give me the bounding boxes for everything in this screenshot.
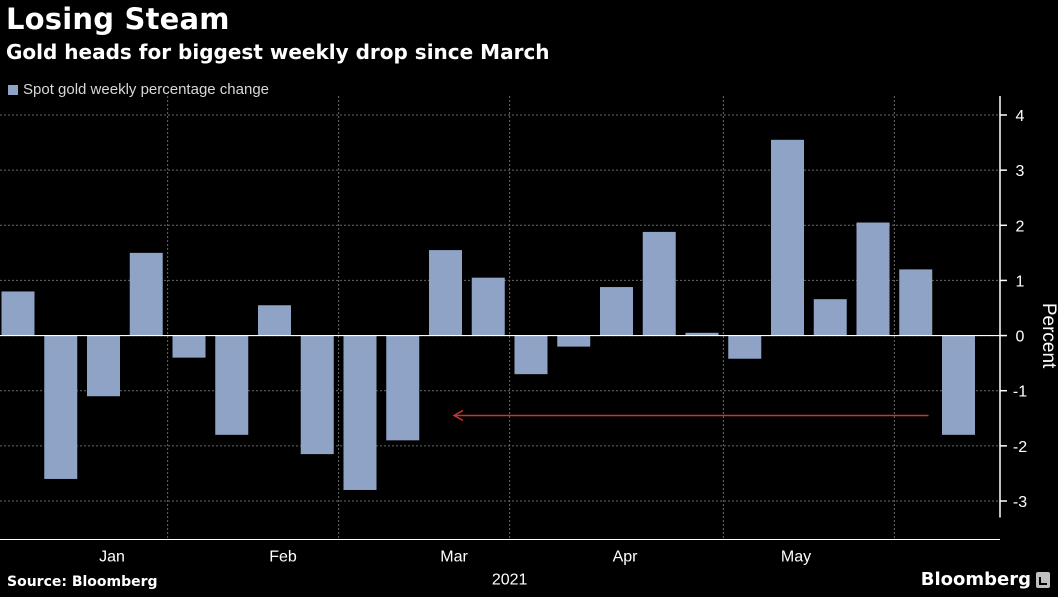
x-tick-label: May [781, 549, 811, 566]
bar [813, 299, 847, 336]
bar [172, 335, 206, 358]
x-tick-label: Jan [99, 549, 125, 566]
y-tick-label: 1 [1016, 273, 1025, 290]
x-axis-title: 2021 [492, 572, 528, 589]
annotation-arrow-head [452, 409, 464, 422]
y-tick-label: 0 [1016, 329, 1025, 346]
bar [942, 335, 975, 435]
chart-subtitle: Gold heads for biggest weekly drop since… [6, 40, 550, 64]
x-tick-label: Feb [269, 549, 297, 566]
brand-chart-icon [1036, 571, 1050, 588]
bar [386, 335, 420, 441]
axis-layer [0, 95, 1007, 541]
bar [258, 305, 291, 336]
y-tick-label: -2 [1013, 439, 1027, 456]
source-note: Source: Bloomberg [7, 574, 158, 590]
brand-name: Bloomberg [920, 569, 1031, 590]
bar [728, 335, 762, 359]
bar [856, 222, 890, 336]
y-tick-label: 4 [1016, 108, 1025, 125]
bar [514, 335, 548, 375]
y-tick-label: -1 [1013, 384, 1027, 401]
bar [899, 269, 933, 336]
bar [1, 291, 35, 336]
bar [429, 250, 462, 336]
chart-legend: Spot gold weekly percentage change [8, 81, 269, 98]
bar [129, 252, 163, 336]
bar [557, 335, 591, 347]
bar [600, 287, 633, 336]
bar [215, 335, 249, 435]
y-axis-title: Percent [1038, 303, 1058, 369]
legend-swatch [8, 84, 18, 95]
bar [642, 231, 676, 336]
y-tick-label: 3 [1016, 163, 1025, 180]
brand-logo: Bloomberg [921, 569, 1050, 590]
x-tick-label: Apr [613, 549, 639, 566]
legend-label: Spot gold weekly percentage change [23, 81, 270, 98]
bar [471, 277, 505, 336]
bar [771, 139, 804, 336]
bar [343, 335, 377, 490]
bar [685, 332, 719, 336]
bar [300, 335, 334, 455]
chart-title: Losing Steam [6, 2, 230, 36]
x-tick-label: Mar [440, 549, 468, 566]
y-tick-label: -3 [1013, 494, 1027, 511]
label-layer: 4 3 2 1 0 -1 -2 -3 Percent Jan Feb Mar Apr May 2021 [99, 108, 1058, 589]
annotation-layer [452, 409, 929, 422]
bar [87, 335, 120, 397]
bar-layer [1, 139, 975, 490]
bar [44, 335, 78, 479]
y-tick-label: 2 [1016, 218, 1025, 235]
